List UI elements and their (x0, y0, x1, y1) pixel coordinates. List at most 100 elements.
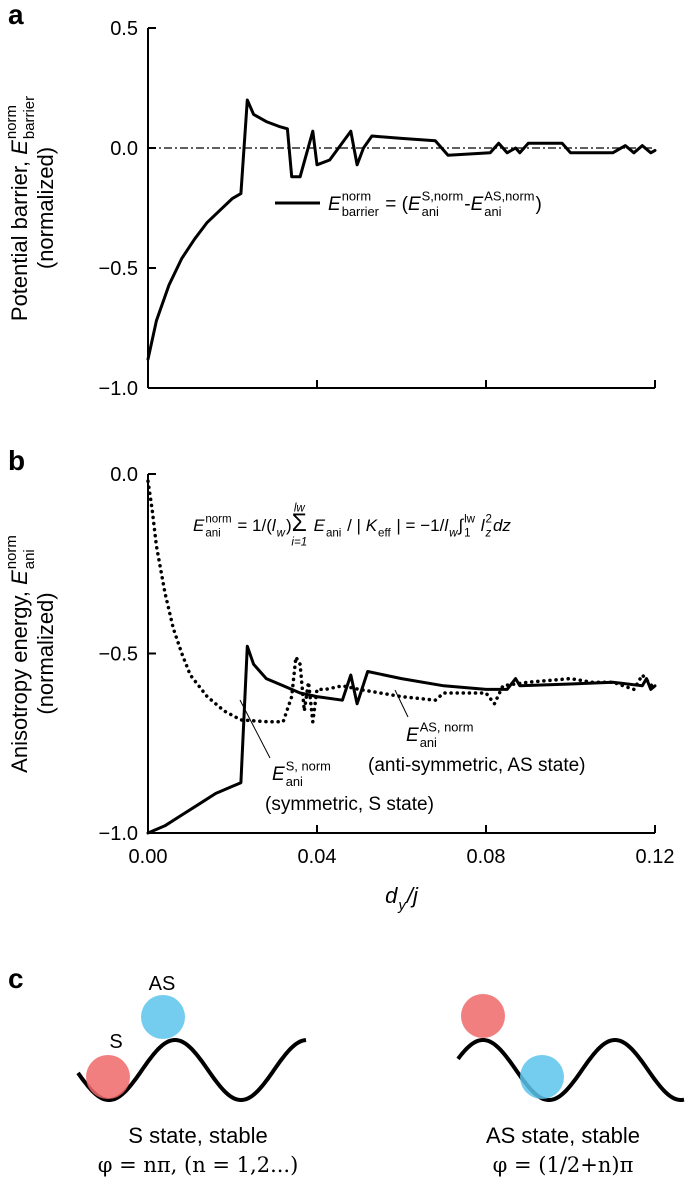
formula-part: E (193, 516, 205, 535)
state-formula: φ = (1/2+n)π (493, 1153, 634, 1177)
y-axis-label-sup: norm (3, 535, 20, 569)
series-note: (anti-symmetric, AS state) (368, 755, 586, 776)
legend-label-sup: norm (342, 189, 371, 204)
formula-sub: w (277, 527, 286, 539)
x-tick-label: 0.08 (467, 846, 506, 868)
x-axis-label: d y/j (385, 883, 419, 914)
y-axis-label-sup: norm (3, 105, 20, 139)
legend-label-sub: ani (484, 204, 501, 219)
callout-line (239, 699, 271, 759)
legend-label-sup: S,norm (422, 189, 464, 204)
y-tick-label: −1.0 (99, 378, 138, 400)
y-axis-label-part: Potential barrier, (7, 155, 32, 321)
y-tick-label: 0.0 (110, 138, 138, 160)
formula-sup: lw (464, 514, 476, 526)
x-tick-label: 0.12 (636, 846, 675, 868)
formula-part: | = −1/ (392, 516, 445, 535)
y-axis-label: (normalized) (33, 147, 58, 269)
x-tick-label: 0.00 (129, 846, 168, 868)
legend-label-sup: AS,norm (484, 189, 534, 204)
legend-label-part: - (464, 194, 470, 215)
panel-label: b (8, 445, 25, 476)
ball-as (520, 1055, 564, 1099)
legend-label-sub: ani (422, 204, 439, 219)
series-label-sub: ani (420, 735, 437, 750)
panel-label: c (8, 963, 24, 994)
ball-s (86, 1055, 130, 1099)
formula-sup: norm (205, 514, 231, 526)
y-axis-label-part: (normalized) (33, 592, 58, 714)
formula-part: l (444, 516, 449, 535)
y-axis-label-part: E (7, 140, 32, 155)
panel-label: a (8, 0, 24, 30)
series-label-sup: AS, norm (420, 720, 474, 735)
y-tick-label: −0.5 (99, 258, 138, 280)
state-formula: φ = nπ, (n = 1,2...) (98, 1153, 299, 1177)
formula-part: K (366, 516, 378, 535)
energy-wave (76, 1038, 307, 1102)
formula-sub: i=1 (291, 536, 307, 548)
x-axis-label-part: d (385, 883, 398, 908)
ball-label: S (109, 1031, 122, 1053)
state-caption: S state, stable (128, 1123, 267, 1148)
series-note: (symmetric, S state) (265, 794, 434, 815)
formula-part: E (309, 516, 326, 535)
x-axis-label-sub: y (397, 897, 407, 914)
formula-sub: z (485, 527, 492, 539)
legend-label-part: = ( (380, 194, 409, 215)
legend-label-part: E (328, 194, 341, 215)
formula-sup: lw (294, 502, 306, 514)
series-line (146, 479, 657, 724)
formula-part: Σ (292, 510, 307, 537)
formula-part: / | (342, 516, 365, 535)
formula-part: ∫ (457, 516, 464, 535)
formula-part: l (476, 516, 486, 535)
y-axis-label-sub: barrier (21, 96, 38, 139)
formula-sub: ani (205, 527, 220, 539)
y-axis-label: (normalized) (33, 592, 58, 714)
formula-sub: w (449, 527, 458, 539)
series-line (146, 98, 657, 361)
y-axis-label-part: Anisotropy energy, (7, 585, 32, 773)
formula-sub: ani (326, 527, 341, 539)
series-label-part: E (272, 764, 285, 785)
y-axis-label-part: E (7, 570, 32, 585)
ball-as (141, 995, 185, 1039)
legend-label-part: E (471, 194, 484, 215)
y-tick-label: 0.5 (110, 18, 138, 40)
formula-part: ) (286, 516, 292, 535)
energy-wave (456, 1038, 685, 1102)
y-axis-label-sub: ani (21, 549, 38, 569)
series-line (146, 644, 657, 835)
ball-s (461, 994, 505, 1038)
formula-part: l (272, 516, 277, 535)
state-caption: AS state, stable (486, 1123, 640, 1148)
y-axis-label-part: (normalized) (33, 147, 58, 269)
legend-label-sub: barrier (342, 204, 380, 219)
formula-sub: 1 (464, 527, 470, 539)
ball-label: AS (149, 973, 176, 995)
y-tick-label: −0.5 (99, 644, 138, 666)
series-label-sup: S, norm (286, 759, 331, 774)
series-label-part: E (406, 725, 419, 746)
formula-sub: eff (378, 527, 391, 539)
x-axis-label-part: /j (405, 883, 419, 908)
y-tick-label: −1.0 (99, 823, 138, 845)
x-tick-label: 0.04 (298, 846, 337, 868)
legend-label-part: E (408, 194, 421, 215)
callout-line (394, 689, 409, 718)
formula-sup: 2 (486, 514, 492, 526)
y-tick-label: 0.0 (110, 464, 138, 486)
formula-part: = 1/( (233, 516, 273, 535)
series-label-sub: ani (286, 774, 303, 789)
legend-label-part: ) (536, 194, 542, 215)
formula-part: dz (493, 516, 511, 535)
